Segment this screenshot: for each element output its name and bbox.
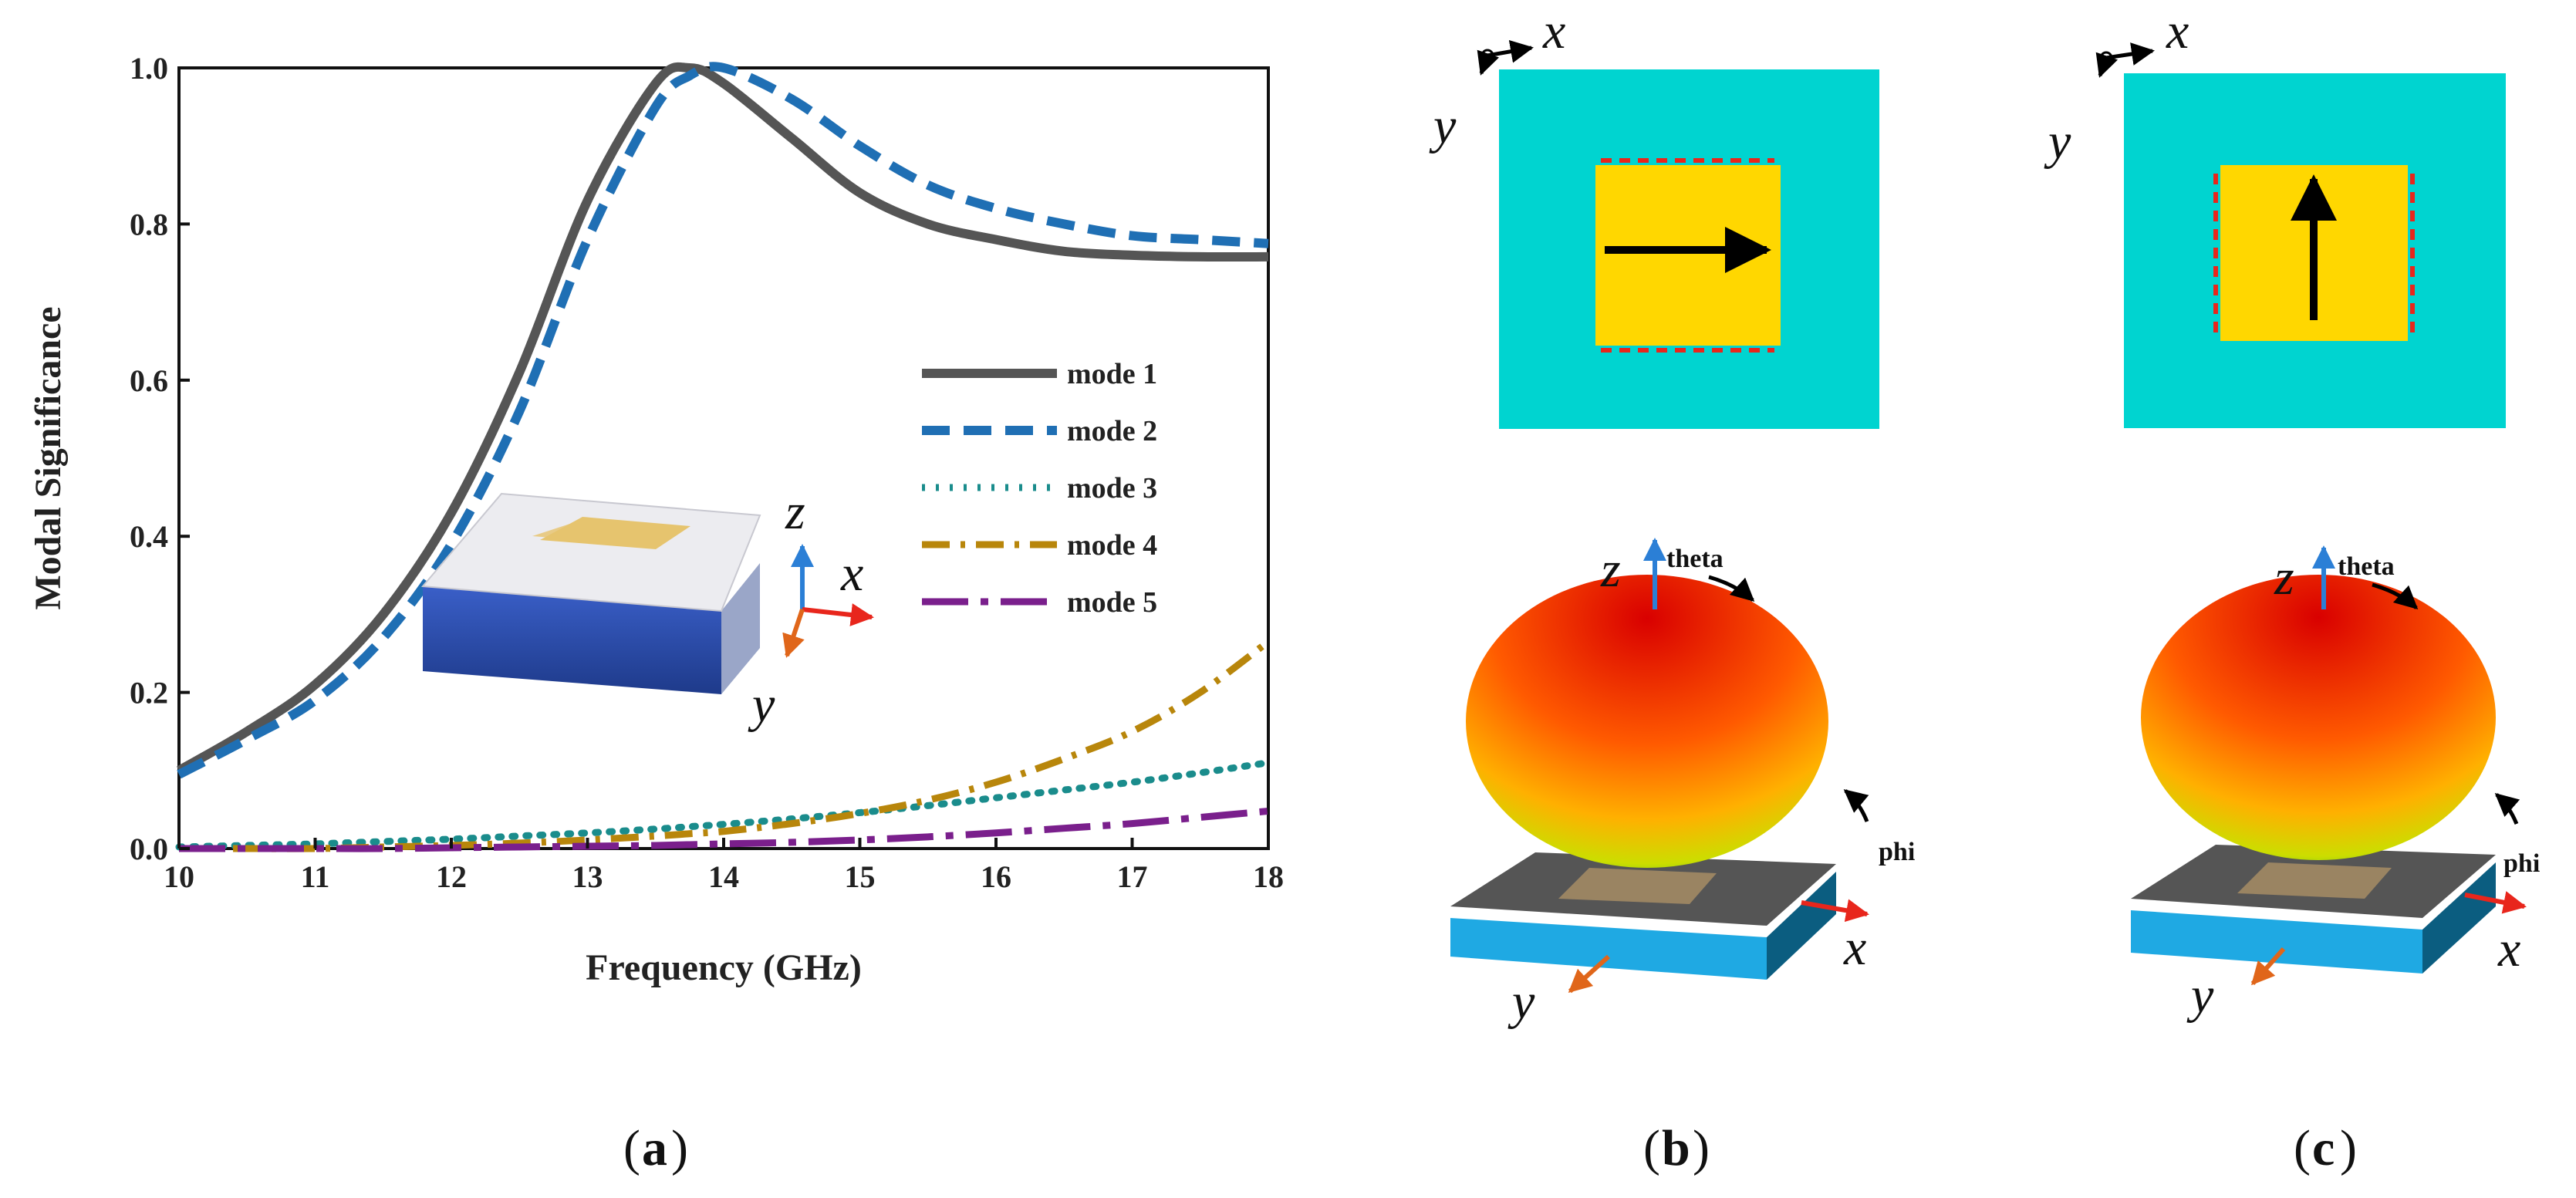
phi-arrow-c	[2494, 793, 2520, 825]
top-axes-c: x y	[2044, 3, 2189, 170]
y-axis-label: Modal Significance	[28, 306, 69, 609]
svg-text:(: (	[1643, 1120, 1660, 1176]
pattern-x-arrow-b	[1801, 899, 1869, 923]
plot-frame	[177, 66, 1270, 850]
x-tick-label: 18	[1253, 859, 1284, 894]
x-tick-label: 10	[164, 859, 194, 894]
x-tick-label: 12	[436, 859, 467, 894]
top-y-label-c: y	[2044, 113, 2071, 170]
ticks-layer: 10 11 12 13 14 15 16 17 18 0.0 0.2 0.4 0.6 0.8 1.0	[130, 51, 1284, 894]
panel-caption-a: ( a )	[623, 1120, 688, 1176]
top-x-label-b: x	[1542, 3, 1565, 59]
top-y-label-b: y	[1429, 98, 1457, 154]
top-x-label-c: x	[2166, 3, 2189, 59]
pattern-x-arrow-c	[2464, 891, 2527, 914]
legend-label-mode-3: mode 3	[1067, 472, 1157, 505]
inset-slab-side	[423, 586, 721, 694]
pattern-z-label-b: z	[1600, 542, 1621, 598]
theta-label-c: theta	[2338, 552, 2395, 581]
inset-y-arrow	[782, 609, 805, 658]
pattern-z-label-c: z	[2274, 549, 2294, 606]
series-line-mode-1	[177, 62, 1269, 775]
pattern-y-arrow-b	[1568, 954, 1611, 994]
inset-axes: z x y	[748, 484, 874, 733]
x-tick-label: 11	[301, 859, 330, 894]
legend: mode 1 mode 2 mode 3 mode 4 mode 5	[922, 358, 1157, 619]
y-tick-label: 1.0	[130, 51, 168, 86]
inset-slab-right	[721, 563, 760, 694]
legend-label-mode-1: mode 1	[1067, 358, 1157, 390]
series-line-mode-3	[175, 759, 1272, 851]
inset-patch-main	[540, 517, 690, 549]
legend-label-mode-4: mode 4	[1067, 529, 1157, 562]
inset-x-arrow	[802, 603, 874, 626]
series-line-mode-4	[178, 639, 1271, 852]
panel-b: x y z x y theta phi	[1429, 3, 1915, 1030]
theta-arrow-b	[1708, 575, 1755, 602]
inset-x-label: x	[840, 545, 863, 602]
svg-text:): )	[1693, 1120, 1710, 1176]
x-tick-label: 17	[1117, 859, 1148, 894]
y-tick-label: 0.0	[130, 832, 168, 866]
pattern-substrate-right-b	[1767, 872, 1836, 980]
pattern-patch-b	[1558, 868, 1717, 904]
pattern-c: z x y theta phi	[2130, 545, 2540, 1024]
pattern-substrate-side-c	[2131, 910, 2422, 974]
x-tick-label: 14	[708, 859, 739, 894]
series-line-mode-5	[178, 807, 1269, 852]
inset-z-label: z	[785, 484, 805, 540]
svg-text:(: (	[2294, 1120, 2311, 1176]
x-tick-label: 13	[572, 859, 603, 894]
svg-text:(: (	[623, 1120, 640, 1176]
phi-arrow-b	[1843, 789, 1869, 822]
chart-panel-a: 10 11 12 13 14 15 16 17 18 0.0 0.2 0.4 0.6 0.8 1.0 Fre…	[28, 51, 1284, 988]
svg-text:): )	[2340, 1120, 2357, 1176]
inset-substrate	[420, 492, 761, 694]
patch-edge-currents-c	[2213, 174, 2415, 333]
series-line-mode-2	[177, 62, 1269, 779]
pattern-substrate-side-b	[1450, 918, 1767, 980]
x-axis-label: Frequency (GHz)	[586, 947, 862, 988]
panel-caption-b: ( b )	[1643, 1120, 1710, 1176]
y-tick-label: 0.2	[130, 676, 168, 710]
top-axes-b: x y	[1429, 3, 1565, 154]
pattern-b: z x y theta phi	[1450, 538, 1915, 1030]
theta-arrow-c	[2372, 582, 2419, 610]
pattern-y-label-c: y	[2186, 967, 2214, 1024]
panel-label-b: b	[1662, 1120, 1690, 1176]
radiation-lobe-b	[1466, 575, 1828, 868]
series-layer	[175, 62, 1272, 852]
panel-c: x y z x y theta phi	[2044, 3, 2540, 1024]
legend-label-mode-2: mode 2	[1067, 415, 1157, 447]
patch-b	[1595, 165, 1781, 346]
panel-label-a: a	[642, 1120, 667, 1176]
panel-label-c: c	[2312, 1120, 2335, 1176]
pattern-x-label-b: x	[1843, 920, 1866, 976]
theta-label-b: theta	[1666, 545, 1724, 573]
y-tick-label: 0.6	[130, 363, 168, 398]
phi-label-c: phi	[2503, 849, 2540, 878]
pattern-x-label-c: x	[2497, 921, 2520, 977]
pattern-patch-c	[2237, 862, 2392, 899]
patch-edge-currents-b	[1601, 158, 1774, 353]
svg-text:): )	[671, 1120, 688, 1176]
x-tick-label: 15	[845, 859, 876, 894]
x-tick-label: 16	[981, 859, 1011, 894]
pattern-substrate-right-c	[2422, 862, 2496, 974]
legend-label-mode-5: mode 5	[1067, 586, 1157, 619]
pattern-y-arrow-c	[2250, 947, 2286, 986]
y-tick-label: 0.8	[130, 207, 168, 241]
y-tick-label: 0.4	[130, 519, 168, 554]
panel-caption-c: ( c )	[2294, 1120, 2357, 1176]
inset-y-label: y	[748, 677, 775, 733]
phi-label-b: phi	[1879, 838, 1915, 866]
pattern-y-label-b: y	[1507, 974, 1535, 1030]
inset-slab-top	[420, 492, 761, 612]
radiation-lobe-c	[2141, 575, 2496, 860]
